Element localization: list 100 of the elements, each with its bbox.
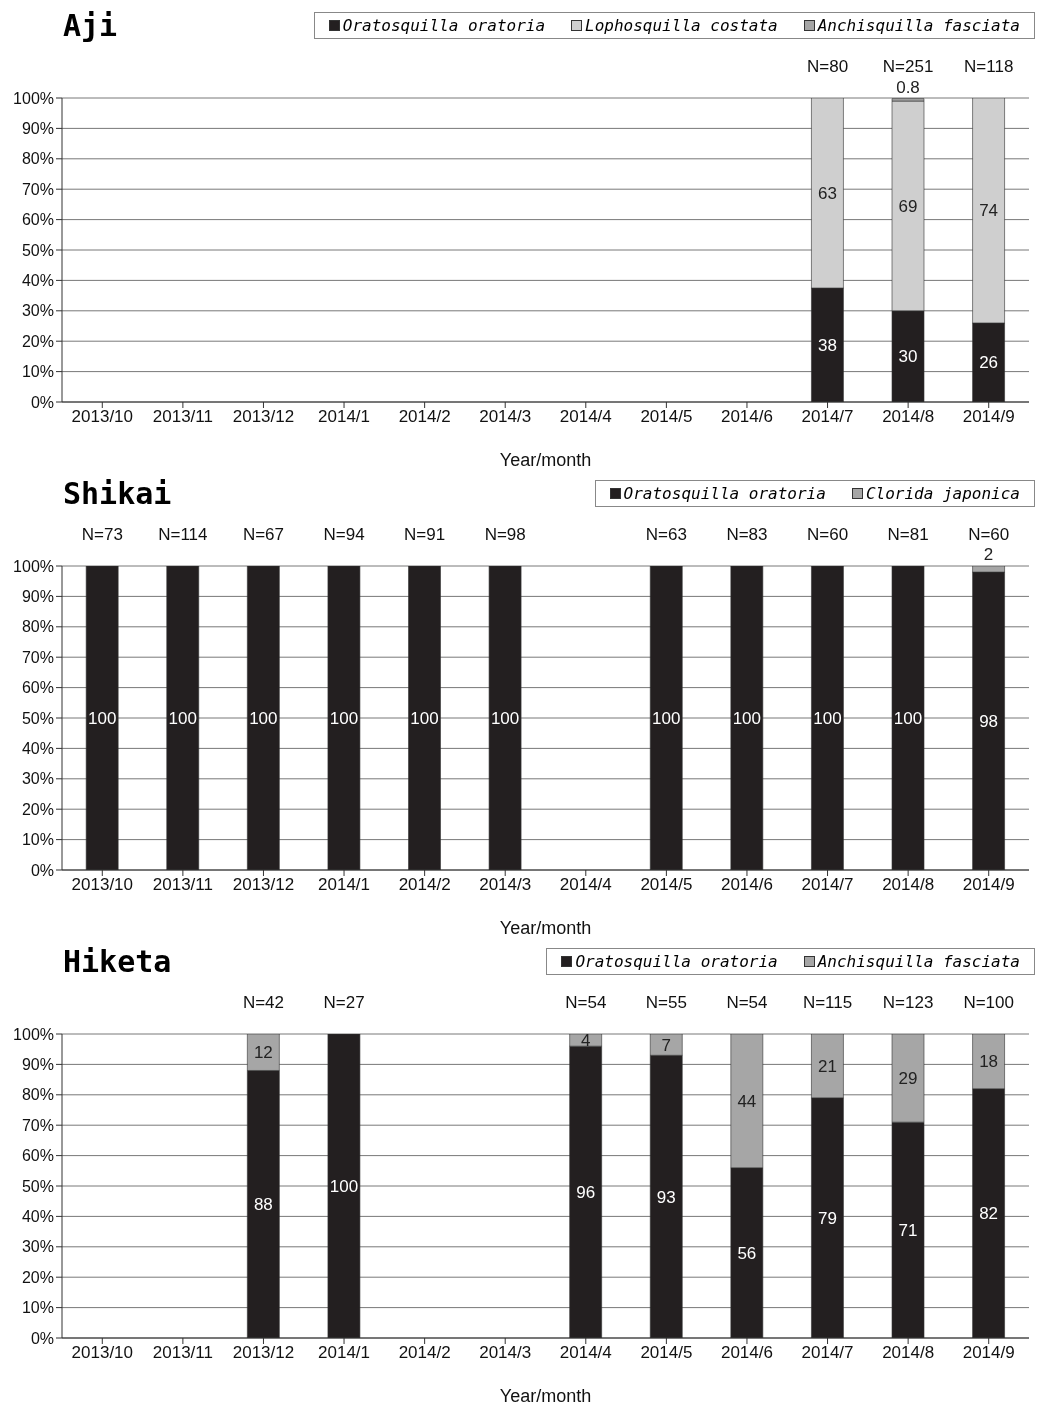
x-tick-label: 2014/4 [559,875,612,895]
chart-title: Hiketa [63,944,172,979]
x-axis-title: Year/month [499,450,592,470]
y-tick-label: 10% [21,1299,54,1317]
y-tick-label: 20% [21,800,54,818]
text: N=114 [158,525,208,544]
y-tick-label: 30% [21,302,54,320]
y-tick-label: 90% [21,588,54,606]
x-tick-label: 2014/6 [720,875,773,895]
x-tick-label: 2014/5 [640,407,693,427]
chart-title: Shikai [63,476,172,511]
data-label: 56 [737,1243,757,1263]
y-tick-label: 90% [21,1056,54,1074]
x-tick-label: 2014/9 [962,407,1015,427]
y-tick-label: 100% [13,557,54,575]
data-label: 30 [898,347,918,367]
y-tick-label: 40% [21,740,54,758]
data-label: 100 [329,1177,359,1196]
data-label: 100 [732,709,762,728]
y-tick-label: 70% [21,648,54,666]
x-tick-label: 2014/7 [801,407,854,427]
data-label: 100 [87,709,117,728]
text: N=54 [565,993,607,1012]
text: N=27 [323,993,365,1012]
x-tick-label: 2014/8 [882,1343,935,1363]
data-label: 69 [898,196,918,216]
x-tick-label: 2014/2 [398,407,451,427]
y-tick-label: 80% [21,1086,54,1104]
data-label: 79 [817,1208,837,1228]
data-label: 98 [979,712,999,732]
y-tick-label: 0% [30,393,54,411]
x-tick-label: 2013/11 [152,875,213,895]
y-tick-label: 70% [21,180,54,198]
x-tick-label: 2014/6 [720,1343,773,1363]
legend-label: Oratosquilla oratoria [623,484,826,503]
x-tick-label: 2013/10 [71,1343,134,1363]
x-tick-label: 2014/2 [398,875,451,895]
x-tick-label: 2014/3 [479,407,532,427]
y-tick-label: 40% [21,1208,54,1226]
x-axis-title: Year/month [499,1386,592,1403]
data-label: 71 [898,1221,918,1241]
x-tick-label: 2014/7 [801,875,854,895]
data-label: 100 [652,709,681,728]
legend-label: Oratosquilla oratoria [575,952,778,971]
text: N=67 [242,525,285,544]
x-tick-label: 2014/4 [559,1343,612,1363]
x-tick-label: 2013/11 [152,407,213,427]
y-tick-label: 0% [30,861,54,879]
x-tick-label: 2014/3 [479,1343,532,1363]
text: N=54 [726,993,768,1012]
x-tick-label: 2013/12 [232,875,295,895]
x-tick-label: 2013/12 [232,407,295,427]
text: N=115 [802,993,853,1012]
text: N=81 [887,525,929,544]
data-label: 38 [817,336,837,355]
y-tick-label: 40% [21,272,54,290]
x-tick-label: 2013/10 [71,875,134,895]
legend-label: Clorida japonica [865,484,1020,503]
x-axis-title: Year/month [499,918,592,938]
y-tick-label: 30% [21,1238,54,1256]
data-label: 100 [490,709,520,728]
data-label: 4 [580,1031,591,1051]
text: N=98 [484,525,526,544]
legend-label: Anchisquilla fasciata [817,16,1020,35]
x-tick-label: 2014/8 [882,407,935,427]
x-tick-label: 2014/6 [720,407,773,427]
text: N=60 [968,525,1010,544]
y-tick-label: 0% [30,1329,54,1347]
data-label: 74 [979,201,999,221]
x-tick-label: 2014/4 [559,407,612,427]
y-tick-label: 70% [21,1116,54,1134]
x-tick-label: 2014/7 [801,1343,854,1363]
data-label: 100 [893,709,923,728]
x-tick-label: 2014/2 [398,1343,451,1363]
text: N=80 [806,57,849,76]
data-label: 93 [656,1187,676,1207]
x-tick-label: 2014/1 [318,1343,371,1363]
y-tick-label: 80% [21,150,54,168]
data-label: 0.8 [896,77,920,97]
data-label: 29 [898,1069,918,1089]
y-tick-label: 20% [21,332,54,350]
y-tick-label: 50% [21,1177,54,1195]
x-tick-label: 2014/9 [962,1343,1015,1363]
data-label: 18 [979,1052,999,1072]
y-tick-label: 50% [21,241,54,259]
text: N=118 [964,57,1014,76]
data-label: 44 [737,1091,757,1111]
y-tick-label: 10% [21,363,54,381]
text: N=100 [963,993,1014,1012]
x-tick-label: 2013/12 [232,1343,295,1363]
legend-label: Lophosquilla costata [585,16,778,35]
data-label: 96 [576,1183,596,1203]
data-label: 63 [817,184,837,203]
text: N=251 [882,57,934,76]
y-tick-label: 80% [21,618,54,636]
x-tick-label: 2014/1 [318,875,371,895]
text: N=94 [323,525,365,544]
x-tick-label: 2013/11 [152,1343,213,1363]
data-label: 100 [813,709,842,728]
data-label: 100 [329,709,359,728]
